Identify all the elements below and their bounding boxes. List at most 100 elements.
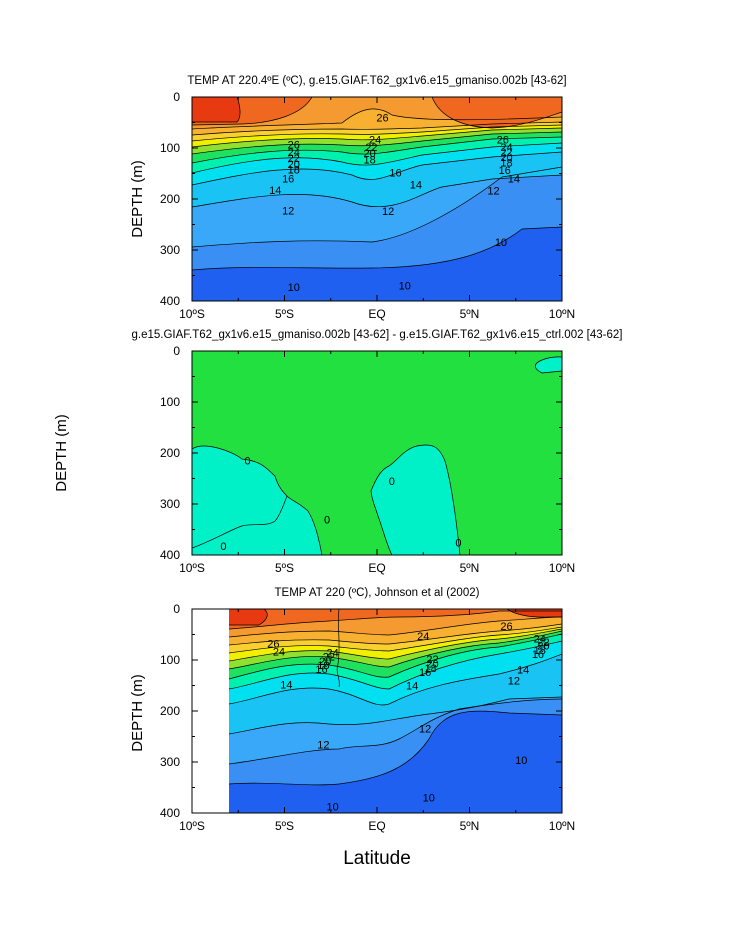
- contour-label: 12: [487, 185, 499, 197]
- contour-label: 26: [500, 621, 512, 633]
- panel-1-ticks: 10ºS 5ºS EQ 5ºN 10ºN 0 100 200 300 400: [160, 90, 575, 321]
- contour-label: 10: [288, 282, 300, 294]
- panel-1-title: TEMP AT 220.4ºE (ºC), g.e15.GIAF.T62_gx1…: [187, 75, 566, 87]
- contour-label: 20: [288, 159, 300, 171]
- contour-label: 22: [426, 654, 438, 666]
- contour-label: 24: [417, 631, 429, 643]
- contour-label: 0: [220, 541, 226, 553]
- panel-1-contour-labels: 2626242220181614122422201816141226242220…: [269, 112, 520, 294]
- contour-label: 26: [497, 134, 509, 146]
- contour-label: 14: [406, 681, 418, 693]
- contour-label: 10: [515, 755, 527, 767]
- panel-3-ticks: 10ºS 5ºS EQ 5ºN 10ºN 0 100 200 300 400: [160, 602, 575, 833]
- x-tick-label: EQ: [368, 307, 385, 321]
- contour-label: 0: [324, 514, 330, 526]
- contour-label: 20: [537, 641, 549, 653]
- x-axis-title: Latitude: [343, 848, 411, 869]
- panel-1-ylabel: DEPTH (m): [129, 160, 146, 238]
- contour-label: 14: [280, 679, 292, 691]
- x-tick-label: 10ºN: [549, 307, 575, 321]
- contour-label: 18: [500, 157, 512, 169]
- x-tick-label: 5ºN: [460, 307, 480, 321]
- contour-label: 16: [532, 649, 544, 661]
- contour-label: 26: [288, 139, 300, 151]
- panel-1-plot-area: [192, 97, 562, 301]
- panel-2-plot-area: [192, 351, 562, 555]
- contour-label: 12: [382, 206, 394, 218]
- x-tick-label: 5ºS: [275, 819, 294, 833]
- y-tick-label: 100: [160, 653, 180, 667]
- y-tick-label: 100: [160, 395, 180, 409]
- contour-label: 18: [425, 663, 437, 675]
- y-tick-label: 400: [160, 294, 180, 308]
- panel-3-ylabel: DEPTH (m): [129, 674, 146, 752]
- y-tick-label: 400: [160, 806, 180, 820]
- panel-3-plot-area: [229, 609, 562, 813]
- contour-label: 24: [500, 142, 512, 154]
- contour-label: 16: [499, 165, 511, 177]
- panel-2-title: g.e15.GIAF.T62_gx1v6.e15_gmaniso.002b [4…: [132, 329, 623, 341]
- contour-label: 22: [365, 142, 377, 154]
- x-tick-label: 10ºS: [179, 561, 205, 575]
- panel-3: TEMP AT 220 (ºC), Johnson et al (2002) D…: [129, 587, 575, 833]
- contour-label: 20: [500, 152, 512, 164]
- x-tick-label: 10ºS: [179, 307, 205, 321]
- contour-label: 14: [410, 180, 422, 192]
- contour-label: 20: [426, 659, 438, 671]
- x-tick-label: 5ºN: [460, 561, 480, 575]
- y-tick-label: 300: [160, 755, 180, 769]
- x-tick-label: 10ºS: [179, 819, 205, 833]
- contour-label: 14: [269, 185, 281, 197]
- contour-label: 14: [517, 665, 529, 677]
- x-tick-label: 10ºN: [549, 819, 575, 833]
- y-tick-label: 200: [160, 192, 180, 206]
- contour-label: 10: [423, 793, 435, 805]
- contour-label: 10: [399, 281, 411, 293]
- panel-2-ticks: 10ºS 5ºS EQ 5ºN 10ºN 0 100 200 300 400: [160, 344, 575, 575]
- x-tick-label: EQ: [368, 561, 385, 575]
- contour-label: 10: [326, 801, 338, 813]
- panel-1: TEMP AT 220.4ºE (ºC), g.e15.GIAF.T62_gx1…: [129, 75, 575, 321]
- contour-label: 12: [508, 675, 520, 687]
- y-tick-label: 100: [160, 141, 180, 155]
- contour-label: 26: [267, 639, 279, 651]
- contour-label: 26: [376, 112, 388, 124]
- contour-label: 0: [244, 456, 250, 468]
- contour-label: 24: [288, 147, 300, 159]
- contour-label: 22: [500, 147, 512, 159]
- panel-2-contour-labels: 0 0 0 0 0: [220, 456, 461, 553]
- contour-label: 0: [389, 476, 395, 488]
- contour-label: 20: [319, 656, 331, 668]
- contour-label: 16: [282, 174, 294, 186]
- contour-label: 24: [273, 646, 285, 658]
- x-tick-label: EQ: [368, 819, 385, 833]
- x-tick-label: 5ºS: [275, 307, 294, 321]
- panel-3-title: TEMP AT 220 (ºC), Johnson et al (2002): [275, 587, 480, 599]
- y-tick-label: 200: [160, 446, 180, 460]
- panel-2: g.e15.GIAF.T62_gx1v6.e15_gmaniso.002b [4…: [53, 329, 623, 575]
- y-tick-label: 0: [173, 90, 180, 104]
- contour-label: 18: [363, 155, 375, 167]
- y-tick-label: 200: [160, 704, 180, 718]
- contour-label: 16: [315, 664, 327, 676]
- contour-label: 22: [537, 637, 549, 649]
- contour-label: 16: [389, 167, 401, 179]
- contour-label: 24: [534, 634, 546, 646]
- contour-label: 24: [326, 647, 338, 659]
- contour-label: 18: [288, 164, 300, 176]
- contour-label: 0: [455, 537, 461, 549]
- panel-2-ylabel: DEPTH (m): [53, 414, 70, 492]
- contour-label: 18: [534, 645, 546, 657]
- contour-label: 22: [323, 651, 335, 663]
- contour-label: 22: [288, 153, 300, 165]
- contour-label: 14: [508, 174, 520, 186]
- y-tick-label: 300: [160, 497, 180, 511]
- contour-label: 24: [369, 134, 381, 146]
- contour-label: 18: [317, 660, 329, 672]
- contour-label: 10: [495, 237, 507, 249]
- contour-label: 20: [363, 148, 375, 160]
- x-tick-label: 10ºN: [549, 561, 575, 575]
- y-tick-label: 400: [160, 548, 180, 562]
